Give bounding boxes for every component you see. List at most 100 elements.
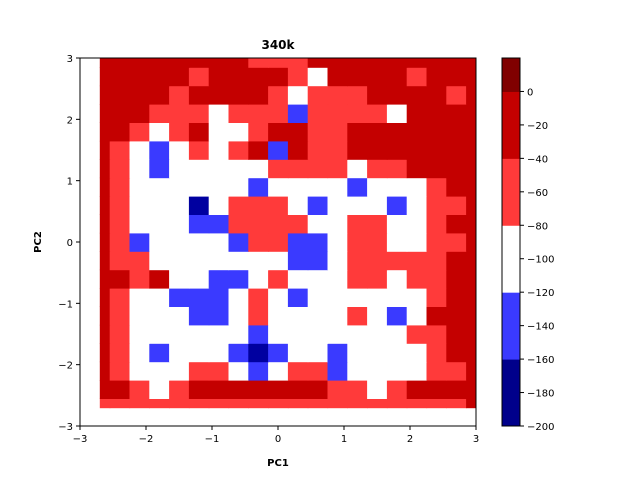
contour-cell	[188, 196, 210, 215]
y-tick-label: −2	[58, 361, 73, 372]
contour-cell	[406, 85, 428, 105]
contour-cell	[426, 214, 447, 234]
x-tick-label: −1	[205, 434, 220, 445]
contour-cell	[466, 343, 476, 363]
contour-cell	[386, 251, 408, 271]
colorbar-tick-label: −60	[527, 188, 548, 199]
contour-cell	[406, 58, 428, 68]
contour-cell	[99, 85, 111, 105]
contour-cell	[446, 214, 467, 234]
contour-cell	[347, 196, 368, 215]
colorbar-band	[502, 392, 520, 427]
contour-cell	[406, 140, 428, 160]
contour-cell	[129, 85, 150, 105]
contour-cell	[248, 288, 269, 307]
contour-cell	[287, 398, 309, 409]
contour-cell	[327, 361, 348, 381]
contour-cell	[386, 140, 408, 160]
contour-cell	[109, 324, 131, 344]
contour-cell	[466, 177, 476, 197]
contour-cell	[99, 288, 111, 307]
colorbar-tick-label: −80	[527, 221, 548, 232]
contour-cell	[466, 85, 476, 105]
contour-cell	[188, 159, 210, 179]
colorbar-tick-label: −40	[527, 154, 548, 165]
contour-cell	[248, 67, 269, 87]
contour-cell	[367, 58, 388, 68]
contour-cell	[99, 67, 111, 87]
contour-cell	[466, 269, 476, 289]
contour-cell	[248, 85, 269, 105]
contour-cell	[208, 159, 230, 179]
contour-cell	[367, 288, 388, 307]
contour-cell	[386, 122, 408, 142]
contour-cell	[99, 140, 111, 160]
contour-cell	[367, 269, 388, 289]
contour-cell	[446, 196, 467, 215]
contour-cell	[327, 324, 348, 344]
contour-cell	[109, 67, 131, 87]
y-tick-label: 1	[67, 177, 73, 188]
colorbar-band	[502, 359, 520, 394]
contour-cell	[426, 196, 447, 215]
contour-cell	[99, 122, 111, 142]
contour-cell	[228, 343, 249, 363]
contour-cell	[406, 306, 428, 326]
contour-cell	[109, 122, 131, 142]
contour-cell	[287, 140, 309, 160]
contour-cell	[268, 140, 289, 160]
contour-cell	[208, 104, 230, 123]
contour-cell	[307, 104, 329, 123]
contour-cell	[307, 361, 329, 381]
contour-cell	[347, 140, 368, 160]
colorbar-band	[502, 191, 520, 226]
contour-cell	[169, 306, 190, 326]
colorbar-tick-label: −100	[527, 255, 554, 266]
contour-cell	[466, 232, 476, 252]
contour-cell	[169, 85, 190, 105]
contour-cell	[268, 324, 289, 344]
contour-cell	[248, 104, 269, 123]
contour-cell	[327, 343, 348, 363]
contour-cell	[188, 343, 210, 363]
contour-cell	[268, 343, 289, 363]
contour-cell	[188, 306, 210, 326]
contour-cell	[307, 232, 329, 252]
contour-cell	[169, 251, 190, 271]
contour-cell	[347, 104, 368, 123]
contour-cell	[248, 343, 269, 363]
contour-cell	[406, 269, 428, 289]
contour-cell	[248, 159, 269, 179]
contour-cell	[406, 343, 428, 363]
contour-cell	[149, 232, 170, 252]
contour-cell	[129, 196, 150, 215]
contour-cell	[228, 159, 249, 179]
contour-cell	[228, 361, 249, 381]
contour-cell	[188, 398, 210, 409]
contour-cell	[466, 324, 476, 344]
contour-cell	[446, 361, 467, 381]
contour-cell	[287, 67, 309, 87]
contour-cell	[188, 361, 210, 381]
contour-cell	[129, 140, 150, 160]
contour-cell	[426, 122, 447, 142]
contour-cell	[406, 380, 428, 399]
contour-cell	[426, 85, 447, 105]
contour-cell	[208, 85, 230, 105]
contour-cell	[386, 67, 408, 87]
contour-cell	[386, 159, 408, 179]
contour-cell	[99, 196, 111, 215]
y-tick-label: 3	[67, 54, 73, 65]
contour-cell	[149, 324, 170, 344]
contour-cell	[208, 232, 230, 252]
contour-cell	[188, 67, 210, 87]
contour-cell	[406, 104, 428, 123]
x-tick-label: −2	[139, 434, 154, 445]
contour-cell	[188, 104, 210, 123]
contour-cell	[129, 177, 150, 197]
contour-cell	[287, 232, 309, 252]
colorbar-tick-label: 0	[527, 87, 533, 98]
contour-cell	[426, 104, 447, 123]
contour-cell	[188, 324, 210, 344]
contour-cell	[188, 288, 210, 307]
